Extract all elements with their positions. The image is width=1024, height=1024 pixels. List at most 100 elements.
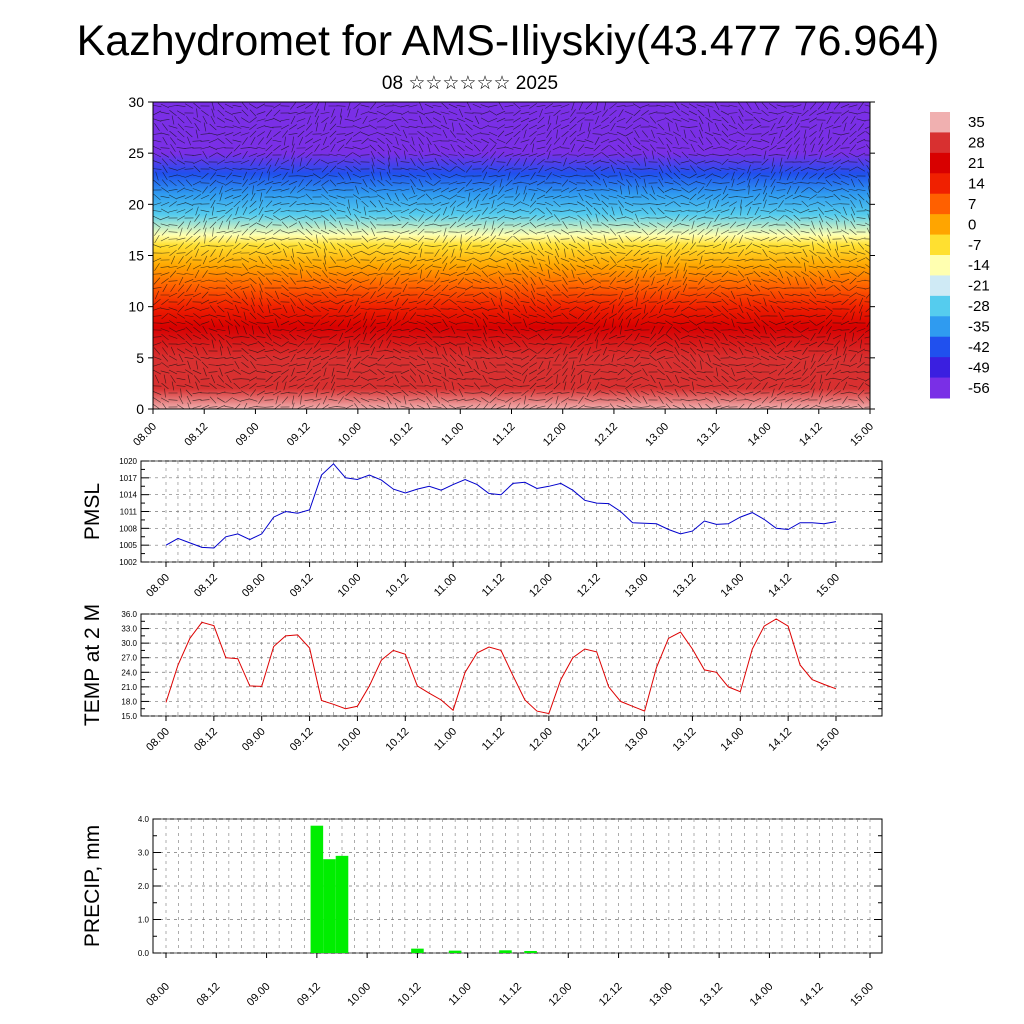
wind-barb <box>674 346 680 356</box>
wind-barb <box>243 171 247 181</box>
wind-barb <box>504 279 514 283</box>
wind-barb <box>666 375 672 383</box>
wind-barb <box>832 300 842 304</box>
wind-barb <box>600 272 610 276</box>
wind-barb <box>705 270 713 278</box>
wind-barb <box>656 313 666 319</box>
wind-barb <box>808 216 818 220</box>
wind-barb <box>496 238 506 240</box>
wind-barb <box>441 376 449 382</box>
wind-barb <box>353 305 361 313</box>
wind-barb <box>760 286 770 290</box>
wind-barb <box>240 271 250 277</box>
wind-barb <box>608 363 618 367</box>
wind-barb <box>696 349 706 353</box>
wind-barb <box>745 110 753 116</box>
wind-barb <box>576 139 586 143</box>
wind-barb <box>779 164 783 174</box>
wind-barb <box>547 255 551 265</box>
wind-barb <box>699 255 703 265</box>
wind-barb <box>824 300 834 304</box>
wind-barb <box>240 307 250 311</box>
wind-barb <box>472 209 482 213</box>
wind-barb <box>290 298 296 306</box>
wind-barb <box>827 234 831 244</box>
wind-barb <box>865 200 870 206</box>
wind-barb <box>184 188 194 192</box>
wind-barb <box>730 115 736 125</box>
wind-barb <box>728 196 738 198</box>
wind-barb <box>609 159 617 165</box>
wind-barb <box>849 144 857 152</box>
wind-barb <box>347 346 351 356</box>
wind-barb <box>393 214 401 222</box>
wind-barb <box>497 130 505 138</box>
wind-barb <box>568 405 578 409</box>
wind-barb <box>576 236 586 242</box>
wind-barb <box>666 276 672 286</box>
wind-barb <box>656 202 666 206</box>
wind-barb <box>216 147 226 149</box>
wind-barb <box>577 341 585 347</box>
wind-barb <box>803 150 807 160</box>
wind-barb <box>177 305 185 313</box>
wind-barb <box>249 117 257 123</box>
wind-barb <box>313 319 321 327</box>
wind-barb <box>864 209 870 212</box>
wind-barb <box>433 326 441 334</box>
wind-barb <box>560 392 570 394</box>
wind-barb <box>651 129 655 139</box>
wind-barb <box>584 111 594 115</box>
wind-barb <box>153 356 162 360</box>
wind-barb <box>683 262 687 272</box>
wind-barb <box>234 403 241 409</box>
wind-barb <box>466 263 472 271</box>
wind-barb <box>738 346 744 356</box>
wind-barb <box>496 357 506 359</box>
wind-barb <box>248 153 258 157</box>
wind-barb <box>792 112 802 114</box>
wind-barb <box>520 139 530 143</box>
wind-barb <box>232 251 242 255</box>
wind-barb <box>850 115 856 125</box>
wind-barb <box>587 129 591 139</box>
wind-barb <box>296 370 306 374</box>
wind-barb <box>224 201 234 207</box>
wind-barb <box>665 326 673 334</box>
wind-barb <box>264 399 274 401</box>
wind-barb <box>616 286 626 290</box>
wind-barb <box>481 228 489 236</box>
wind-barb <box>376 103 386 109</box>
wind-barb <box>625 347 633 355</box>
wind-barb <box>554 353 560 363</box>
wind-barb <box>729 145 737 151</box>
wind-barb <box>712 223 722 227</box>
wind-barb <box>513 117 521 123</box>
wind-barb <box>665 221 673 229</box>
wind-barb <box>770 171 776 181</box>
wind-barb <box>377 159 385 165</box>
wind-barb <box>658 164 664 174</box>
wind-barb <box>568 399 578 401</box>
wind-barb <box>352 208 362 214</box>
wind-barb <box>648 322 658 324</box>
wind-barb <box>441 215 449 221</box>
wind-barb <box>520 251 530 255</box>
wind-barb <box>563 346 567 356</box>
wind-barb <box>688 103 698 109</box>
wind-barb <box>746 311 752 321</box>
wind-barb <box>216 397 226 403</box>
wind-barb <box>665 236 673 242</box>
wind-barb <box>264 244 274 248</box>
wind-barb <box>241 347 249 355</box>
wind-barb <box>329 334 337 340</box>
wind-barb <box>329 347 337 355</box>
wind-barb <box>425 215 433 221</box>
wind-barb <box>160 147 170 149</box>
wind-barb <box>633 137 641 145</box>
wind-barb <box>336 189 346 191</box>
wind-barb <box>819 374 823 384</box>
wind-barb <box>688 399 698 401</box>
wind-barb <box>568 294 578 296</box>
wind-barb <box>674 374 680 384</box>
